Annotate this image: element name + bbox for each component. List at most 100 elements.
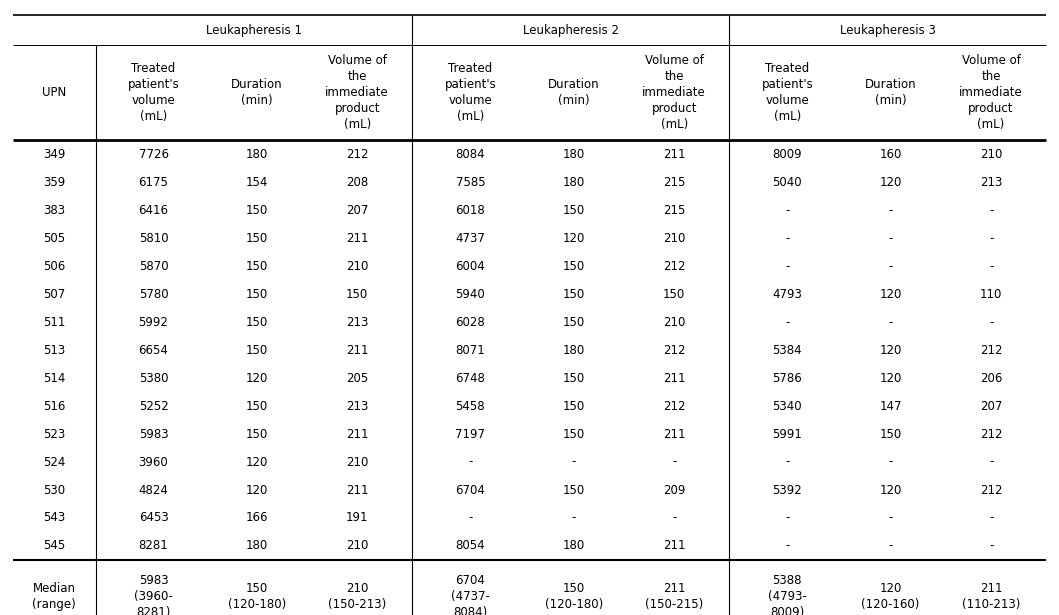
Text: 210: 210 bbox=[980, 148, 1002, 161]
Text: 120
(120-160): 120 (120-160) bbox=[861, 582, 920, 611]
Text: 150: 150 bbox=[246, 344, 268, 357]
Text: Median
(range): Median (range) bbox=[32, 582, 76, 611]
Text: 524: 524 bbox=[43, 456, 66, 469]
Text: -: - bbox=[889, 260, 893, 272]
Text: -: - bbox=[989, 539, 993, 552]
Text: 210: 210 bbox=[346, 539, 369, 552]
Text: 5340: 5340 bbox=[772, 400, 802, 413]
Text: 150: 150 bbox=[246, 400, 268, 413]
Text: 7585: 7585 bbox=[455, 176, 485, 189]
Text: 212: 212 bbox=[663, 400, 685, 413]
Text: -: - bbox=[889, 232, 893, 245]
Text: 511: 511 bbox=[43, 315, 66, 328]
Text: 543: 543 bbox=[43, 512, 66, 525]
Text: 212: 212 bbox=[663, 344, 685, 357]
Text: 212: 212 bbox=[980, 483, 1002, 496]
Text: 5458: 5458 bbox=[455, 400, 485, 413]
Text: 211: 211 bbox=[663, 371, 685, 384]
Text: 5786: 5786 bbox=[772, 371, 803, 384]
Text: 3960: 3960 bbox=[139, 456, 168, 469]
Text: -: - bbox=[572, 512, 576, 525]
Text: 8054: 8054 bbox=[455, 539, 485, 552]
Text: 180: 180 bbox=[562, 176, 585, 189]
Text: 180: 180 bbox=[562, 539, 585, 552]
Text: -: - bbox=[989, 204, 993, 216]
Text: Leukapheresis 2: Leukapheresis 2 bbox=[523, 23, 618, 37]
Text: 6004: 6004 bbox=[455, 260, 485, 272]
Text: 5392: 5392 bbox=[772, 483, 803, 496]
Text: 150: 150 bbox=[562, 288, 585, 301]
Text: 205: 205 bbox=[346, 371, 369, 384]
Text: 209: 209 bbox=[663, 483, 685, 496]
Text: 150: 150 bbox=[562, 400, 585, 413]
Text: 213: 213 bbox=[346, 315, 369, 328]
Text: 150: 150 bbox=[246, 232, 268, 245]
Text: 150: 150 bbox=[562, 483, 585, 496]
Text: 120: 120 bbox=[879, 371, 902, 384]
Text: -: - bbox=[468, 456, 472, 469]
Text: 4793: 4793 bbox=[772, 288, 803, 301]
Text: 150: 150 bbox=[246, 204, 268, 216]
Text: -: - bbox=[889, 539, 893, 552]
Text: -: - bbox=[785, 539, 790, 552]
Text: 211
(110-213): 211 (110-213) bbox=[962, 582, 1020, 611]
Text: 150: 150 bbox=[879, 427, 901, 440]
Text: Treated
patient's
volume
(mL): Treated patient's volume (mL) bbox=[445, 62, 497, 123]
Text: 6028: 6028 bbox=[455, 315, 485, 328]
Text: 6748: 6748 bbox=[455, 371, 485, 384]
Text: -: - bbox=[889, 456, 893, 469]
Text: 545: 545 bbox=[43, 539, 66, 552]
Text: 8281: 8281 bbox=[139, 539, 168, 552]
Text: 150
(120-180): 150 (120-180) bbox=[228, 582, 286, 611]
Text: 5384: 5384 bbox=[772, 344, 802, 357]
Text: 120: 120 bbox=[879, 288, 902, 301]
Text: Treated
patient's
volume
(mL): Treated patient's volume (mL) bbox=[761, 62, 813, 123]
Text: 150: 150 bbox=[346, 288, 369, 301]
Text: 150: 150 bbox=[562, 315, 585, 328]
Text: Treated
patient's
volume
(mL): Treated patient's volume (mL) bbox=[128, 62, 179, 123]
Text: 191: 191 bbox=[346, 512, 369, 525]
Text: 211
(150-215): 211 (150-215) bbox=[645, 582, 703, 611]
Text: 516: 516 bbox=[43, 400, 66, 413]
Text: 349: 349 bbox=[43, 148, 66, 161]
Text: 6654: 6654 bbox=[139, 344, 168, 357]
Text: 213: 213 bbox=[346, 400, 369, 413]
Text: 6704: 6704 bbox=[455, 483, 485, 496]
Text: -: - bbox=[672, 456, 677, 469]
Text: 150: 150 bbox=[663, 288, 685, 301]
Text: 150: 150 bbox=[562, 371, 585, 384]
Text: 6018: 6018 bbox=[455, 204, 485, 216]
Text: 5983: 5983 bbox=[139, 427, 168, 440]
Text: 211: 211 bbox=[346, 232, 369, 245]
Text: -: - bbox=[889, 315, 893, 328]
Text: 8009: 8009 bbox=[772, 148, 802, 161]
Text: -: - bbox=[989, 512, 993, 525]
Text: 211: 211 bbox=[346, 427, 369, 440]
Text: 207: 207 bbox=[346, 204, 369, 216]
Text: 150: 150 bbox=[246, 315, 268, 328]
Text: 211: 211 bbox=[346, 483, 369, 496]
Text: 211: 211 bbox=[663, 427, 685, 440]
Text: -: - bbox=[989, 260, 993, 272]
Text: 180: 180 bbox=[246, 539, 268, 552]
Text: Duration
(min): Duration (min) bbox=[865, 78, 916, 107]
Text: 211: 211 bbox=[346, 344, 369, 357]
Text: 207: 207 bbox=[980, 400, 1002, 413]
Text: 210: 210 bbox=[663, 315, 685, 328]
Text: 211: 211 bbox=[663, 148, 685, 161]
Text: Volume of
the
immediate
product
(mL): Volume of the immediate product (mL) bbox=[325, 54, 389, 131]
Text: 215: 215 bbox=[663, 176, 685, 189]
Text: 506: 506 bbox=[43, 260, 66, 272]
Text: 513: 513 bbox=[43, 344, 66, 357]
Text: 150: 150 bbox=[562, 427, 585, 440]
Text: 6416: 6416 bbox=[139, 204, 168, 216]
Text: 147: 147 bbox=[879, 400, 902, 413]
Text: 211: 211 bbox=[663, 539, 685, 552]
Text: 210
(150-213): 210 (150-213) bbox=[328, 582, 387, 611]
Text: -: - bbox=[889, 204, 893, 216]
Text: 120: 120 bbox=[879, 344, 902, 357]
Text: 5388
(4793-
8009): 5388 (4793- 8009) bbox=[768, 574, 807, 615]
Text: 8071: 8071 bbox=[455, 344, 485, 357]
Text: Duration
(min): Duration (min) bbox=[231, 78, 283, 107]
Text: 206: 206 bbox=[980, 371, 1002, 384]
